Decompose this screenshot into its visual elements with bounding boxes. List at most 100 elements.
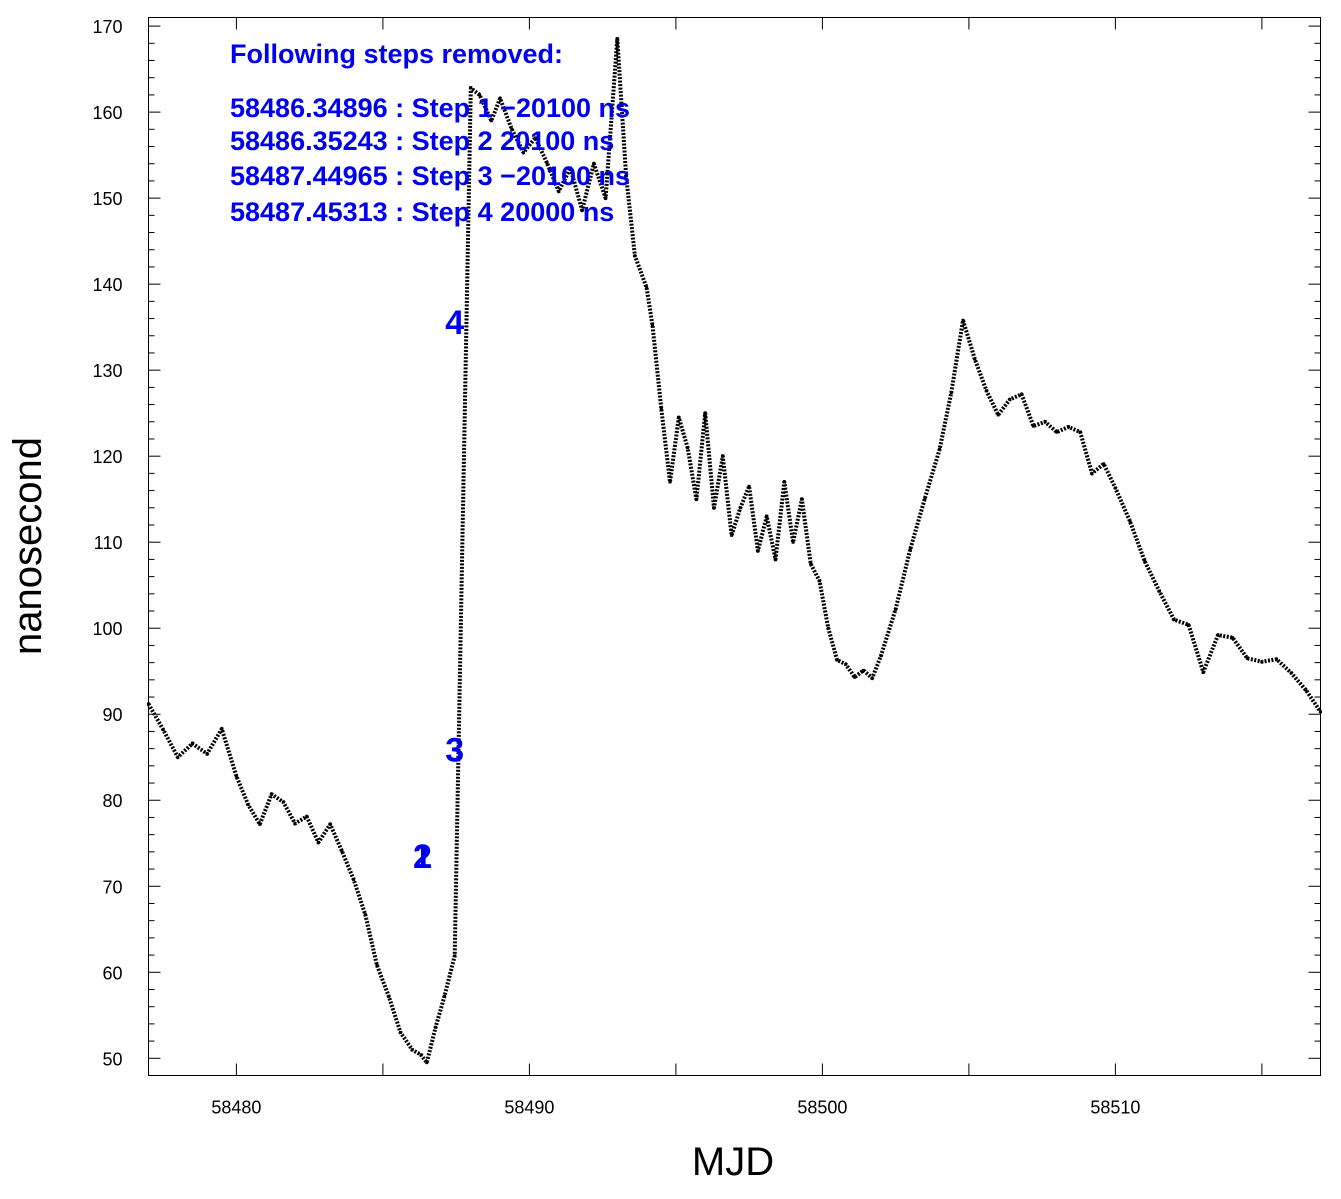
data-point bbox=[712, 506, 716, 510]
data-point bbox=[352, 877, 356, 881]
data-point bbox=[220, 727, 224, 731]
data-point bbox=[328, 822, 332, 826]
data-point bbox=[949, 391, 953, 394]
annotation-line: 58487.45313 : Step 4 20000 ns bbox=[230, 197, 614, 227]
data-point bbox=[510, 127, 514, 131]
data-point bbox=[659, 407, 663, 411]
data-point bbox=[738, 506, 742, 510]
data-point bbox=[1067, 425, 1070, 429]
data-point bbox=[258, 822, 262, 826]
data-point bbox=[894, 607, 898, 611]
data-point bbox=[442, 994, 446, 998]
data-point bbox=[730, 533, 734, 537]
data-point bbox=[316, 840, 320, 844]
data-point bbox=[478, 93, 482, 97]
data-point bbox=[568, 166, 572, 170]
data-point bbox=[580, 208, 584, 212]
y-tick-label: 170 bbox=[92, 17, 122, 37]
y-tick-label: 80 bbox=[102, 791, 122, 811]
data-point bbox=[633, 254, 637, 258]
data-point bbox=[985, 389, 988, 393]
data-point bbox=[340, 849, 344, 853]
data-point bbox=[1008, 397, 1012, 401]
data-point bbox=[1216, 633, 1220, 637]
data-point bbox=[305, 815, 309, 819]
steps-annotation: Following steps removed: 58486.34896 : S… bbox=[230, 39, 630, 227]
data-point bbox=[557, 189, 561, 193]
step-markers: 12 3 4 bbox=[413, 304, 464, 876]
data-point bbox=[1289, 671, 1293, 675]
data-point bbox=[1260, 660, 1264, 664]
data-point bbox=[425, 1061, 429, 1065]
data-point bbox=[434, 1025, 438, 1029]
x-tick-label: 58500 bbox=[797, 1098, 847, 1118]
data-point bbox=[791, 540, 795, 544]
data-point bbox=[800, 497, 804, 501]
data-point bbox=[747, 484, 751, 488]
data-series bbox=[146, 37, 1323, 1065]
y-tick-label: 120 bbox=[92, 447, 122, 467]
data-point bbox=[765, 514, 769, 518]
data-point bbox=[363, 913, 367, 917]
data-point bbox=[604, 196, 608, 200]
data-point bbox=[375, 963, 379, 967]
data-point bbox=[1078, 430, 1082, 434]
data-point bbox=[176, 755, 180, 759]
data-point bbox=[1201, 670, 1205, 674]
data-point bbox=[1172, 618, 1176, 622]
data-point bbox=[410, 1048, 414, 1052]
data-point bbox=[469, 86, 473, 90]
annotation-line: 58487.44965 : Step 3 −20100 ns bbox=[230, 161, 630, 191]
data-point bbox=[826, 626, 830, 630]
data-point bbox=[1157, 589, 1161, 593]
data-point bbox=[533, 136, 537, 140]
y-tick-label: 150 bbox=[92, 189, 122, 209]
axis-ticks: 58480 58490 58500 58510 50 60 70 80 90 100 110 120 1… bbox=[92, 17, 1321, 1118]
data-point bbox=[961, 318, 965, 322]
data-point bbox=[721, 454, 725, 458]
data-point bbox=[624, 174, 628, 178]
data-point bbox=[1031, 424, 1035, 428]
data-point bbox=[668, 480, 672, 484]
data-point bbox=[703, 411, 707, 415]
y-tick-label: 90 bbox=[102, 705, 122, 725]
data-point bbox=[756, 549, 760, 553]
annotation-line: 58486.34896 : Step 1 −20100 ns bbox=[230, 93, 630, 123]
data-point bbox=[1043, 420, 1047, 424]
data-point bbox=[1102, 462, 1106, 466]
data-point bbox=[281, 800, 285, 804]
step-marker: 2 bbox=[413, 838, 432, 876]
y-tick-label: 60 bbox=[102, 963, 122, 983]
data-point bbox=[293, 822, 297, 825]
data-point bbox=[399, 1031, 402, 1034]
data-point bbox=[809, 562, 813, 566]
data-point bbox=[453, 954, 457, 958]
data-point bbox=[879, 654, 883, 658]
data-point bbox=[234, 774, 238, 778]
data-point bbox=[1245, 656, 1249, 660]
data-point bbox=[419, 1053, 423, 1057]
data-point bbox=[996, 413, 1000, 417]
series-line bbox=[146, 37, 1323, 1065]
y-tick-label: 50 bbox=[102, 1049, 122, 1069]
y-tick-label: 140 bbox=[92, 275, 122, 295]
data-point bbox=[387, 994, 391, 998]
data-point bbox=[1128, 520, 1132, 524]
data-point bbox=[818, 579, 821, 583]
data-point bbox=[1143, 559, 1147, 563]
y-tick-label: 100 bbox=[92, 619, 122, 639]
data-point bbox=[908, 547, 912, 551]
data-point bbox=[694, 497, 698, 501]
data-point bbox=[489, 119, 493, 123]
data-point bbox=[1231, 636, 1235, 640]
data-point bbox=[205, 752, 209, 756]
annotation-line: 58486.35243 : Step 2 20100 ns bbox=[230, 126, 614, 156]
data-point bbox=[651, 323, 654, 327]
data-point bbox=[973, 357, 977, 361]
data-point bbox=[1275, 657, 1278, 661]
step-marker: 4 bbox=[445, 304, 464, 342]
data-point bbox=[190, 742, 194, 745]
step-marker: 3 bbox=[445, 731, 464, 769]
data-point bbox=[1090, 471, 1094, 475]
annotation-header: Following steps removed: bbox=[230, 39, 563, 69]
